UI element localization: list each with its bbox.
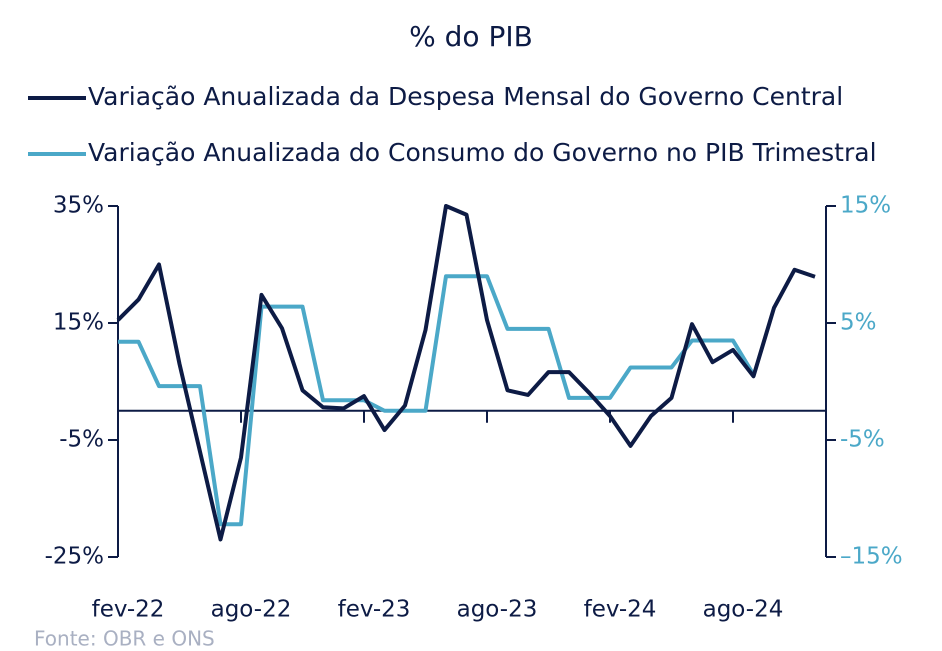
x-tick-label: fev-23: [338, 597, 411, 623]
chart-title: % do PIB: [409, 20, 533, 53]
x-tick-label: fev-22: [92, 597, 165, 623]
series-line: [118, 274, 756, 527]
y-tick-label: -25%: [45, 544, 104, 570]
series-line: [116, 204, 816, 542]
source: Fonte: OBR e ONS: [34, 627, 215, 651]
legend-label: Variação Anualizada do Consumo do Govern…: [88, 138, 877, 167]
y2-tick-label: -5%: [840, 427, 885, 453]
x-tick-label: fev-24: [584, 597, 657, 623]
y-tick-label: 35%: [53, 193, 104, 219]
x-tick-label: ago-22: [211, 597, 292, 623]
y2-tick-label: 15%: [840, 193, 891, 219]
y2-tick-label: –15%: [840, 544, 903, 570]
y-tick-label: -5%: [59, 427, 104, 453]
y2-tick-label: 5%: [840, 310, 877, 336]
legend-label: Variação Anualizada da Despesa Mensal do…: [88, 82, 843, 111]
y-tick-label: 15%: [53, 310, 104, 336]
x-tick-label: ago-23: [457, 597, 538, 623]
x-tick-label: ago-24: [703, 597, 784, 623]
